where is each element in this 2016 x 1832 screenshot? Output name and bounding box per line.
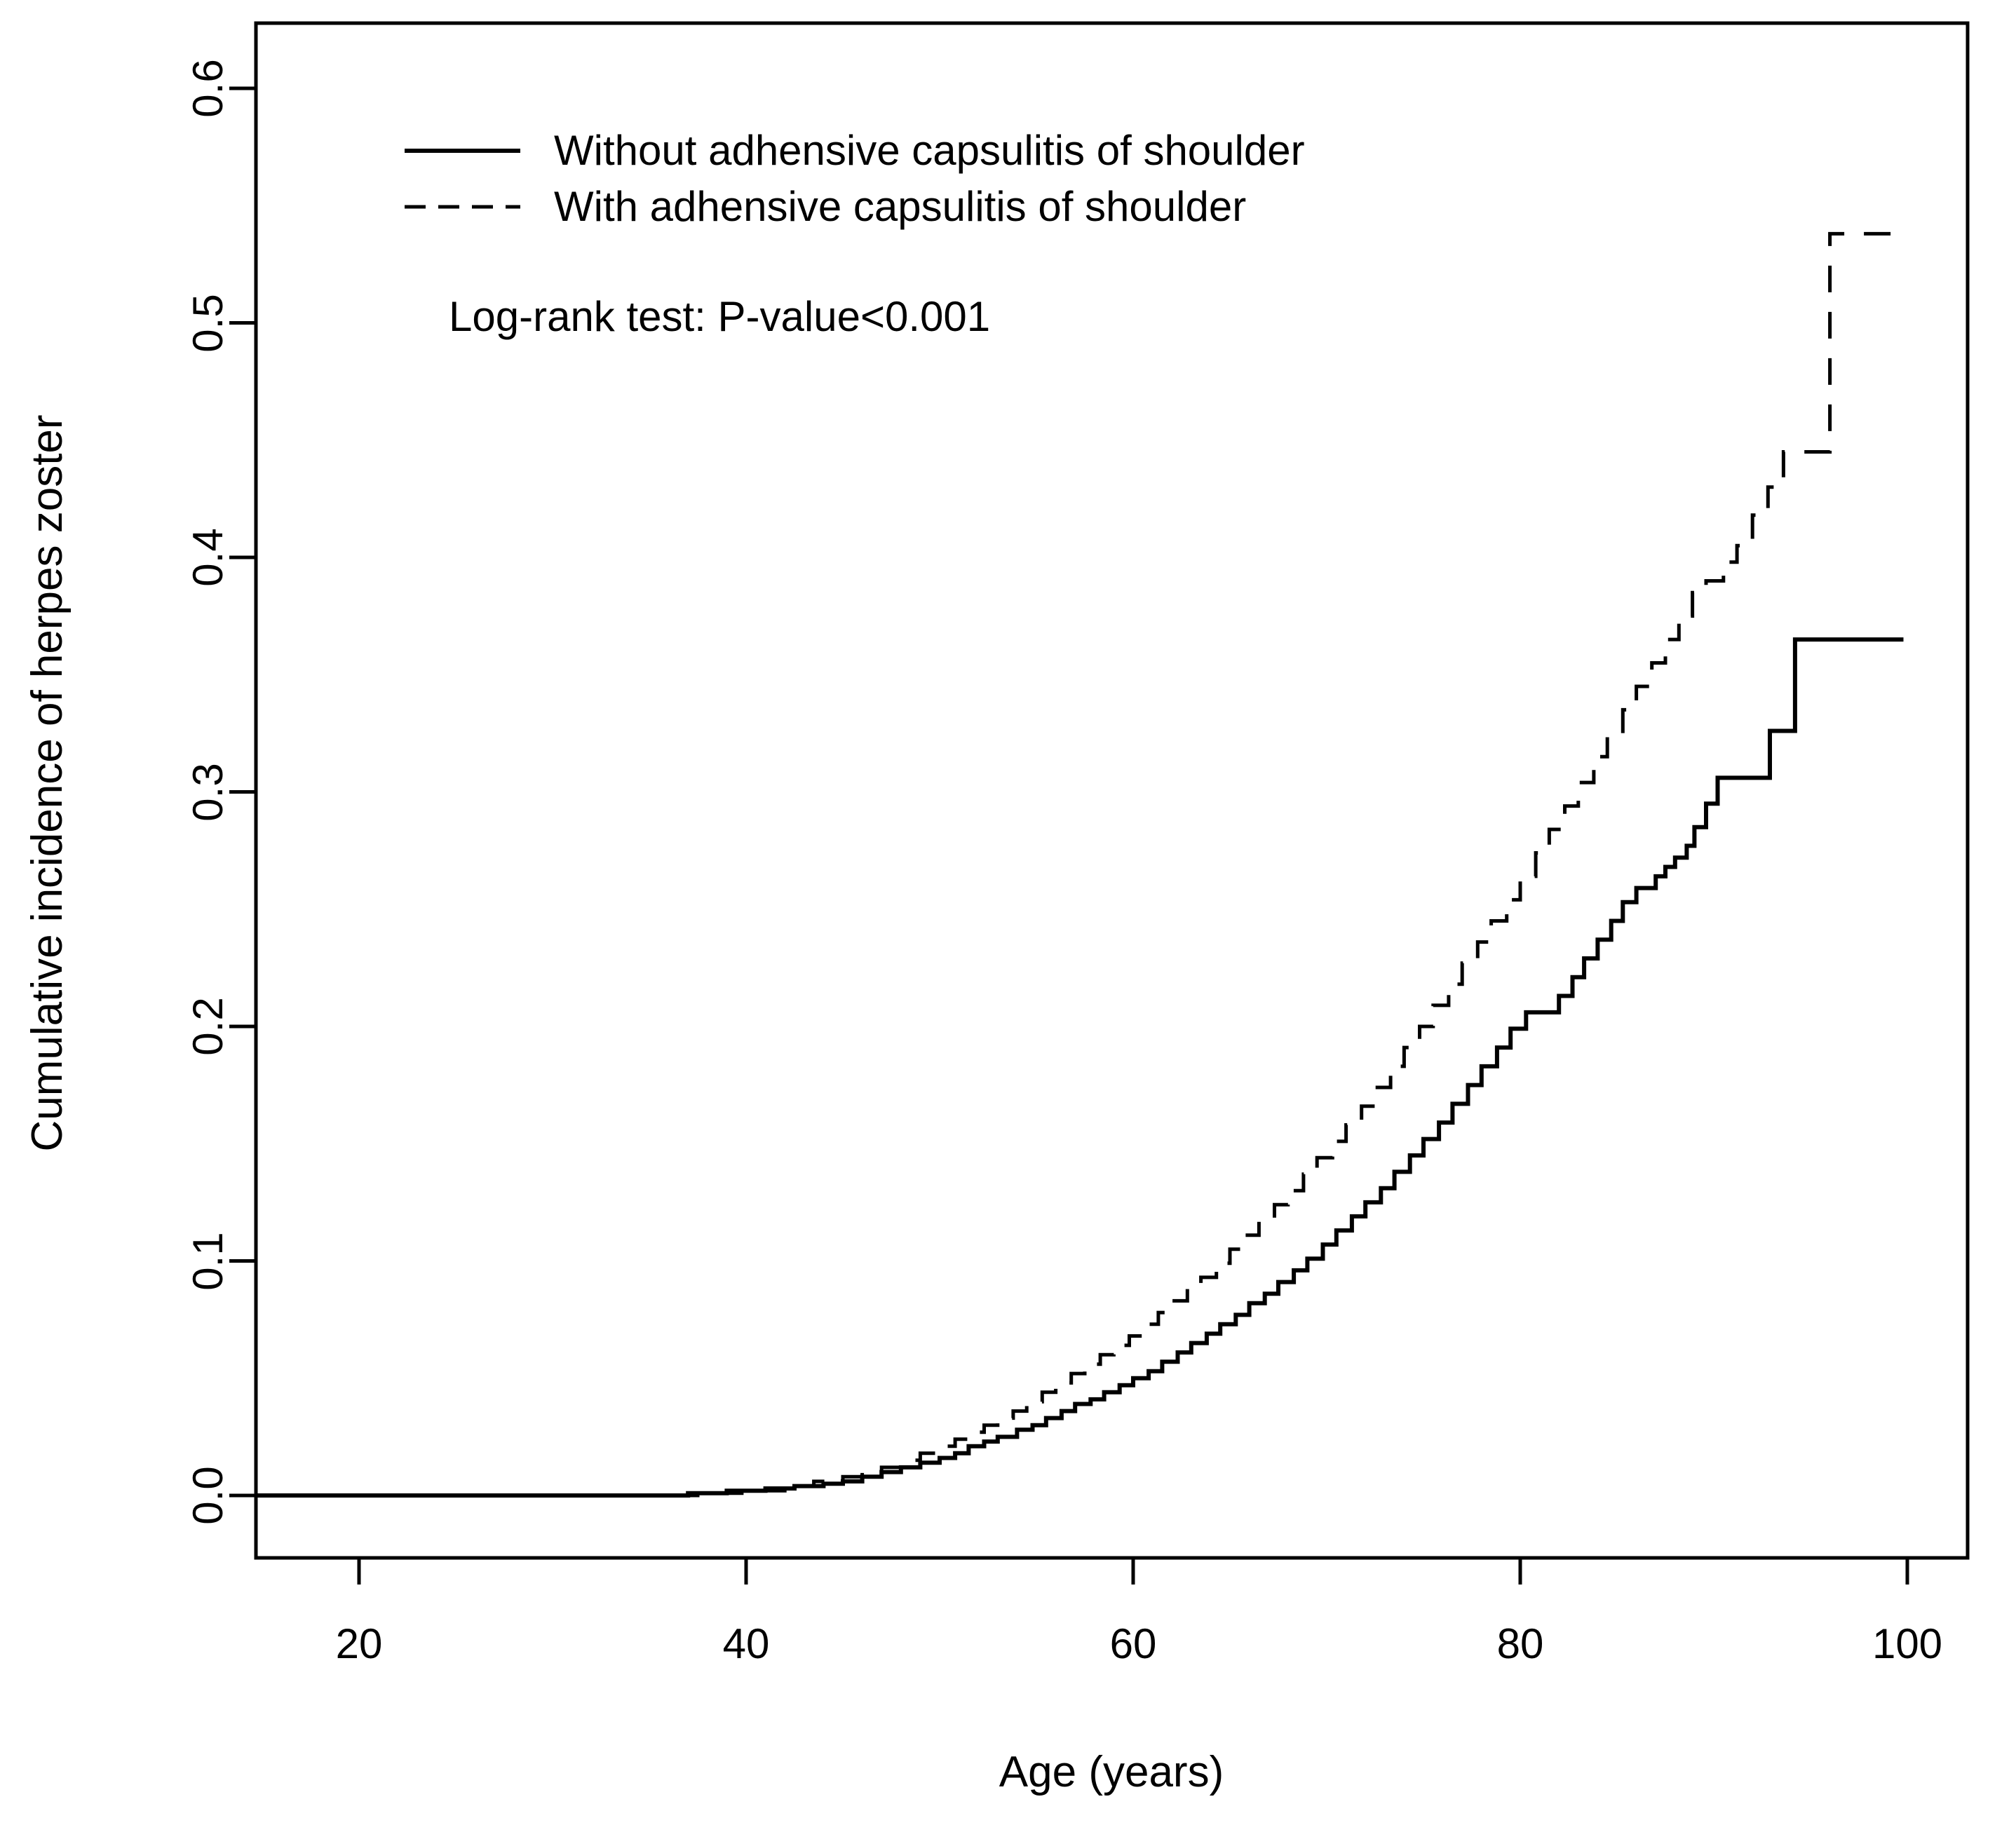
x-tick-label: 40: [722, 1620, 770, 1667]
x-tick-label: 100: [1872, 1620, 1943, 1667]
y-tick-label: 0.1: [184, 1231, 231, 1291]
x-tick-label: 20: [335, 1620, 383, 1667]
y-axis-label: Cumulative incidence of herpes zoster: [23, 414, 72, 1152]
x-axis-label: Age (years): [999, 1748, 1224, 1796]
curve-dashed: [256, 231, 1896, 1498]
curve-solid: [256, 637, 1904, 1498]
y-tick-label: 0.5: [184, 293, 231, 353]
legend-entry-without-capsulitis: Without adhensive capsulitis of shoulder: [554, 127, 1305, 174]
x-tick-label: 60: [1109, 1620, 1157, 1667]
y-tick-label: 0.4: [184, 528, 231, 587]
y-tick-label: 0.6: [184, 59, 231, 118]
y-tick-label: 0.2: [184, 997, 231, 1056]
log-rank-annotation: Log-rank test: P-value<0.001: [449, 293, 991, 340]
plot-frame: [254, 21, 1970, 1560]
legend-entry-with-capsulitis: With adhensive capsulitis of shoulder: [554, 183, 1247, 230]
y-tick-label: 0.0: [184, 1466, 231, 1525]
y-tick-label: 0.3: [184, 762, 231, 822]
x-tick-label: 80: [1496, 1620, 1544, 1667]
